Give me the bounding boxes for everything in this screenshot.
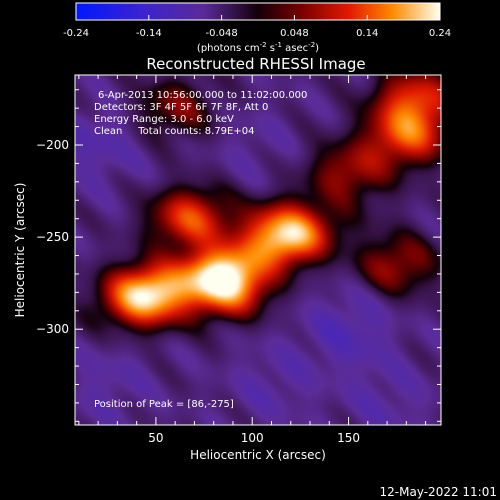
colorbar-tick-label: 0.14: [356, 28, 378, 39]
annotation-clean: Clean Total counts: 8.79E+04: [94, 126, 254, 137]
footer-timestamp: 12-May-2022 11:01: [380, 485, 497, 499]
x-tick-label: 100: [241, 431, 264, 445]
colorbar-tick-label: -0.048: [205, 28, 237, 39]
plot-frame: [74, 74, 442, 426]
annotation-detectors: Detectors: 3F 4F 5F 6F 7F 8F, Att 0: [94, 102, 268, 113]
colorbar: [75, 2, 441, 21]
colorbar-tick-label: 0.24: [429, 28, 451, 39]
heatmap-image: [75, 75, 441, 425]
annotation-energy: Energy Range: 3.0 - 6.0 keV: [94, 114, 234, 125]
annotation-time: 6-Apr-2013 10:56:00.000 to 11:02:00.000: [98, 90, 307, 101]
y-axis-ticks: −200 −250 −300: [36, 89, 441, 422]
y-tick-label: −250: [36, 230, 69, 244]
y-tick-label: −200: [36, 138, 69, 152]
x-tick-label: 150: [337, 431, 360, 445]
colorbar-units: (photons cm-2 s-1 asec-2): [197, 41, 319, 54]
y-axis-label: Heliocentric Y (arcsec): [13, 183, 27, 318]
colorbar-tick-label: -0.14: [136, 28, 162, 39]
annotation-peak: Position of Peak = [86,-275]: [94, 399, 234, 410]
x-axis-label: Heliocentric X (arcsec): [190, 448, 326, 462]
colorbar-tick-label: -0.24: [63, 28, 89, 39]
y-tick-label: −300: [36, 322, 69, 336]
colorbar-tick-label: 0.048: [280, 28, 309, 39]
colorbar-ticks: -0.24 -0.14 -0.048 0.048 0.14 0.24: [63, 15, 451, 39]
x-axis-ticks: 50 100 150: [78, 75, 427, 445]
x-tick-label: 50: [148, 431, 163, 445]
chart-title: Reconstructed RHESSI Image: [146, 55, 365, 73]
